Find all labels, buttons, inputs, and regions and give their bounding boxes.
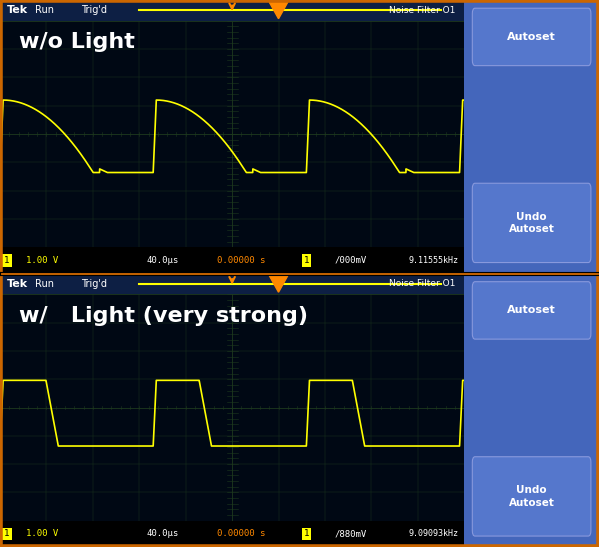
Text: Tek: Tek [7, 5, 28, 15]
Text: Autoset: Autoset [507, 305, 556, 316]
Text: 1: 1 [304, 529, 309, 538]
Text: /880mV: /880mV [334, 529, 367, 538]
Text: 1.00 V: 1.00 V [26, 256, 58, 265]
Text: Run: Run [35, 5, 54, 15]
FancyBboxPatch shape [473, 8, 591, 66]
Text: 1: 1 [304, 256, 309, 265]
FancyBboxPatch shape [473, 183, 591, 263]
Text: 1: 1 [4, 256, 10, 265]
Text: 9.11555kHz: 9.11555kHz [409, 256, 458, 265]
Text: 40.0μs: 40.0μs [146, 529, 179, 538]
Polygon shape [270, 276, 288, 292]
Text: Tek: Tek [7, 279, 28, 289]
Text: Undo
Autoset: Undo Autoset [509, 212, 555, 234]
Text: 0.00000 s: 0.00000 s [217, 256, 265, 265]
Text: 1: 1 [4, 529, 10, 538]
Polygon shape [270, 2, 288, 19]
Text: Undo
Autoset: Undo Autoset [509, 485, 555, 508]
Text: Autoset: Autoset [507, 32, 556, 42]
Text: w/o Light: w/o Light [19, 32, 134, 52]
Text: 1.00 V: 1.00 V [26, 529, 58, 538]
Text: Trig'd: Trig'd [81, 5, 107, 15]
Text: 40.0μs: 40.0μs [146, 256, 179, 265]
Text: Trig'd: Trig'd [81, 279, 107, 289]
FancyBboxPatch shape [473, 282, 591, 339]
Text: Noise Filter O1: Noise Filter O1 [389, 6, 455, 15]
Text: 0.00000 s: 0.00000 s [217, 529, 265, 538]
FancyBboxPatch shape [473, 457, 591, 536]
Text: 9.09093kHz: 9.09093kHz [409, 529, 458, 538]
Text: Run: Run [35, 279, 54, 289]
Text: /000mV: /000mV [334, 256, 367, 265]
Text: Noise Filter O1: Noise Filter O1 [389, 280, 455, 288]
Text: w/   Light (very strong): w/ Light (very strong) [19, 306, 307, 325]
